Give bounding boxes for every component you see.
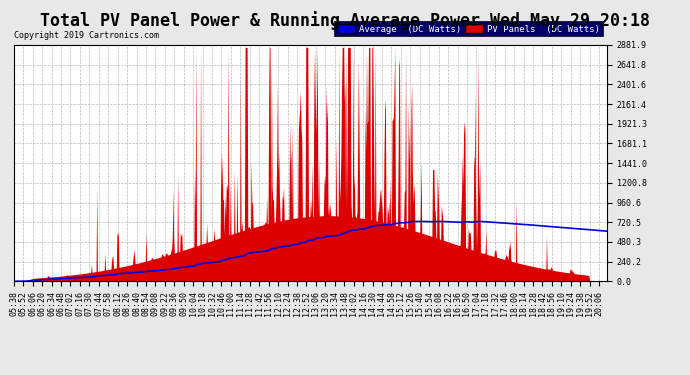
Legend: Average  (DC Watts), PV Panels  (DC Watts): Average (DC Watts), PV Panels (DC Watts): [335, 21, 602, 36]
Text: Copyright 2019 Cartronics.com: Copyright 2019 Cartronics.com: [14, 31, 159, 40]
Text: Total PV Panel Power & Running Average Power Wed May 29 20:18: Total PV Panel Power & Running Average P…: [40, 11, 650, 30]
